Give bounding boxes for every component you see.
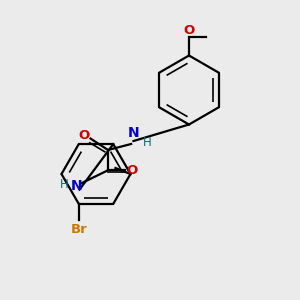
- Text: Br: Br: [70, 224, 87, 236]
- Text: H: H: [60, 178, 69, 191]
- Text: O: O: [126, 164, 138, 177]
- Text: O: O: [78, 129, 90, 142]
- Text: H: H: [142, 136, 152, 149]
- Text: N: N: [128, 126, 139, 140]
- Text: N: N: [71, 179, 82, 193]
- Text: O: O: [183, 25, 195, 38]
